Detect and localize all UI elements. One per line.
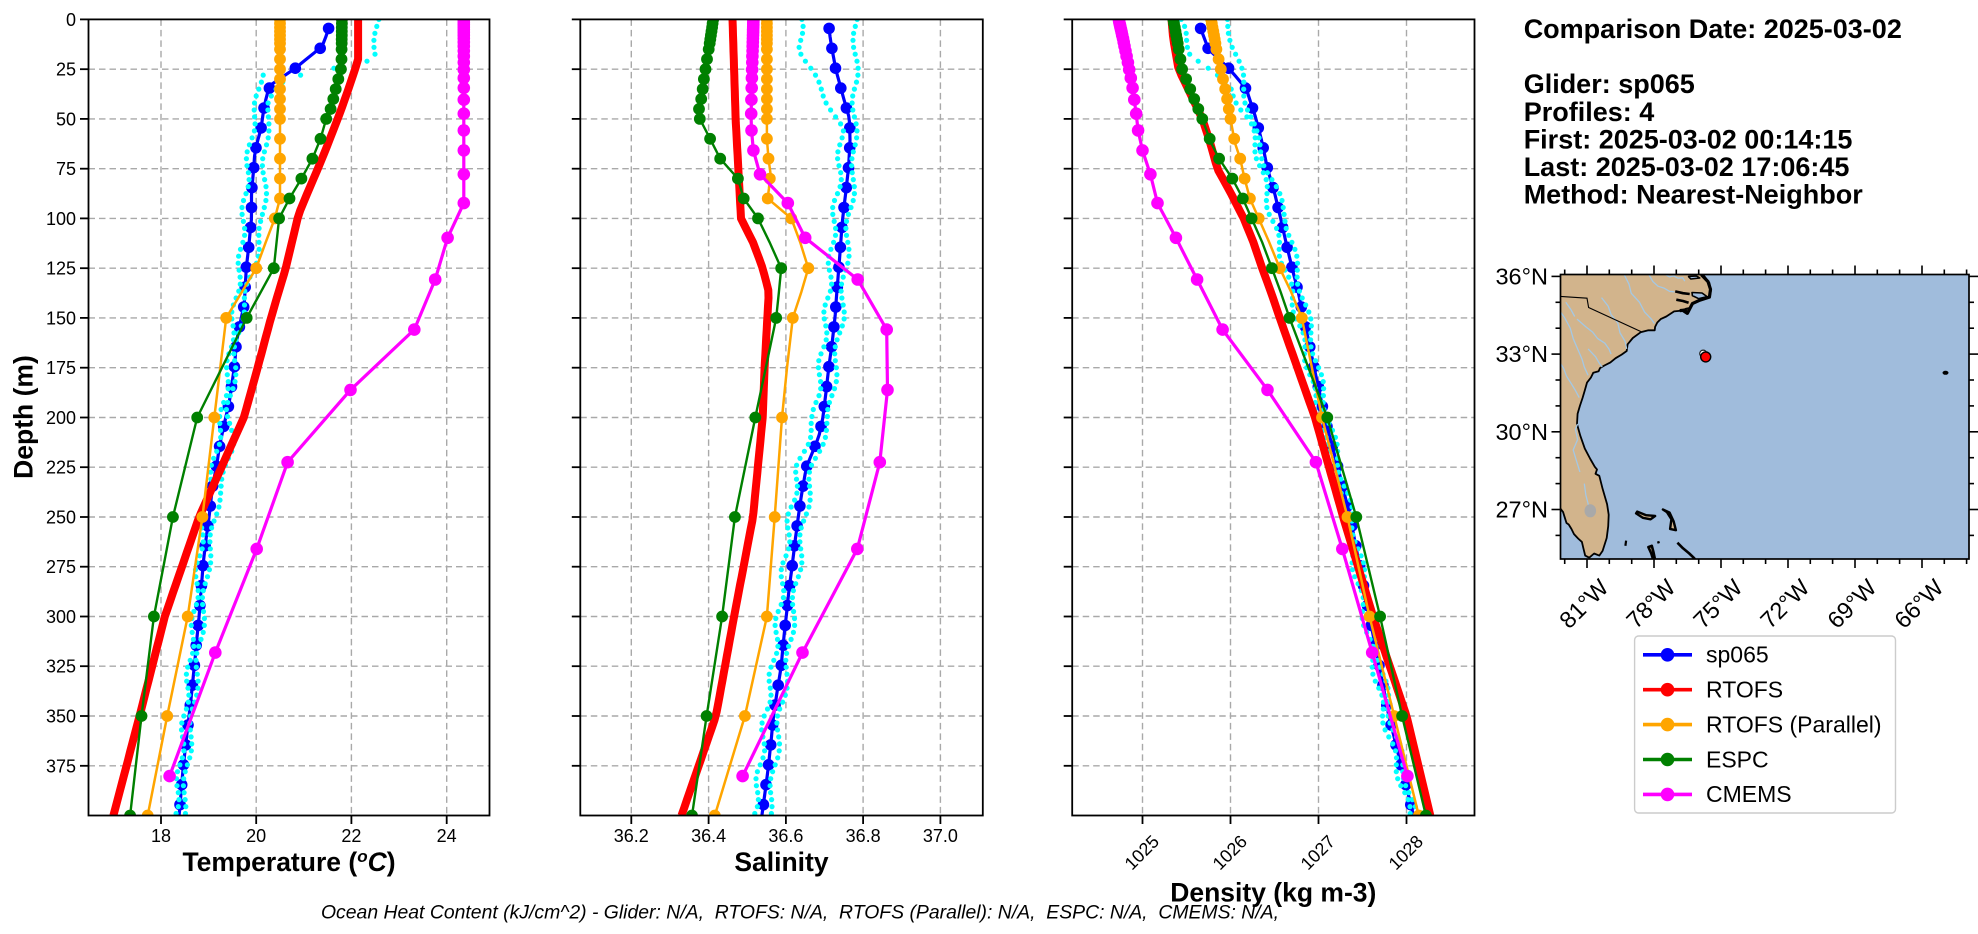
- svg-text:33°N: 33°N: [1495, 341, 1548, 367]
- svg-text:20: 20: [246, 826, 266, 846]
- svg-text:RTOFS (Parallel): RTOFS (Parallel): [1706, 711, 1882, 737]
- svg-text:Last: 2025-03-02 17:06:45: Last: 2025-03-02 17:06:45: [1524, 152, 1850, 182]
- svg-text:36.8: 36.8: [846, 826, 881, 846]
- svg-text:36.2: 36.2: [614, 826, 649, 846]
- svg-text:0: 0: [66, 10, 76, 30]
- svg-text:Profiles: 4: Profiles: 4: [1524, 97, 1655, 127]
- svg-text:RTOFS: RTOFS: [1706, 677, 1783, 703]
- svg-text:24: 24: [437, 826, 457, 846]
- svg-text:37.0: 37.0: [923, 826, 958, 846]
- svg-text:22: 22: [341, 826, 361, 846]
- svg-text:150: 150: [46, 308, 76, 328]
- svg-text:Depth (m): Depth (m): [9, 355, 39, 479]
- svg-text:30°N: 30°N: [1495, 419, 1548, 445]
- svg-text:18: 18: [151, 826, 171, 846]
- svg-text:Salinity: Salinity: [734, 847, 829, 877]
- svg-text:250: 250: [46, 508, 76, 528]
- svg-text:First: 2025-03-02 00:14:15: First: 2025-03-02 00:14:15: [1524, 124, 1853, 154]
- svg-text:36.4: 36.4: [691, 826, 726, 846]
- svg-text:125: 125: [46, 259, 76, 279]
- svg-text:25: 25: [56, 60, 76, 80]
- svg-text:175: 175: [46, 358, 76, 378]
- svg-text:ESPC: ESPC: [1706, 746, 1769, 772]
- svg-text:Density (kg m-3): Density (kg m-3): [1170, 878, 1376, 908]
- svg-text:275: 275: [46, 557, 76, 577]
- svg-text:225: 225: [46, 458, 76, 478]
- svg-text:Glider: sp065: Glider: sp065: [1524, 69, 1695, 99]
- svg-text:36°N: 36°N: [1495, 263, 1548, 289]
- svg-text:Method: Nearest-Neighbor: Method: Nearest-Neighbor: [1524, 180, 1864, 210]
- svg-text:325: 325: [46, 657, 76, 677]
- svg-text:36.6: 36.6: [768, 826, 803, 846]
- svg-text:75: 75: [56, 159, 76, 179]
- svg-text:Comparison Date: 2025-03-02: Comparison Date: 2025-03-02: [1524, 14, 1902, 44]
- svg-text:sp065: sp065: [1706, 642, 1769, 668]
- svg-text:50: 50: [56, 109, 76, 129]
- svg-text:350: 350: [46, 707, 76, 727]
- svg-text:375: 375: [46, 756, 76, 776]
- svg-text:Ocean Heat Content (kJ/cm^2) -: Ocean Heat Content (kJ/cm^2) - Glider: N…: [321, 902, 1279, 924]
- svg-text:300: 300: [46, 607, 76, 627]
- svg-text:200: 200: [46, 408, 76, 428]
- svg-text:27°N: 27°N: [1495, 497, 1548, 523]
- svg-text:100: 100: [46, 209, 76, 229]
- svg-text:CMEMS: CMEMS: [1706, 781, 1792, 807]
